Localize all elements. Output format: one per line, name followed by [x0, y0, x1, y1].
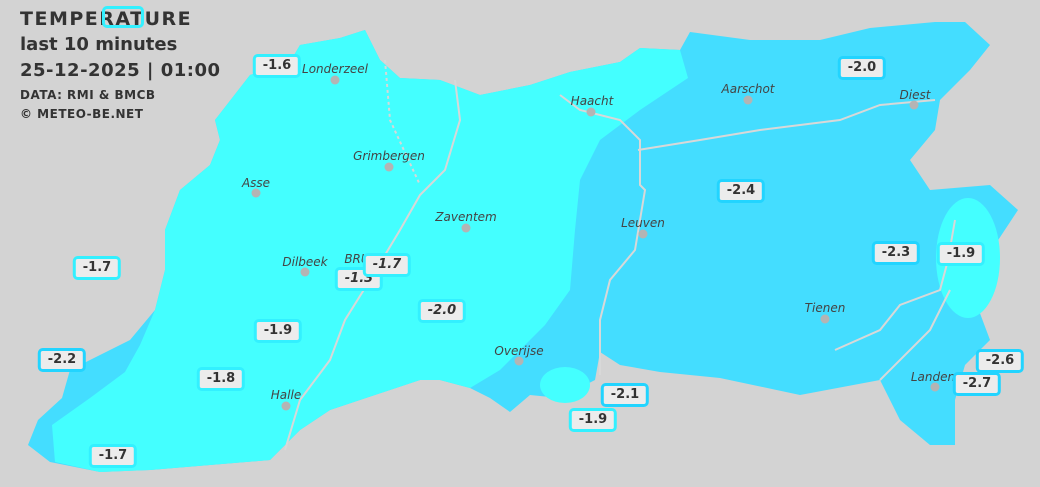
city-label: Tienen — [804, 301, 846, 315]
city-dot — [820, 314, 830, 324]
temperature-label: -1.9 — [253, 319, 303, 343]
region-warmer-patch-south — [540, 367, 590, 403]
city-dot — [281, 401, 291, 411]
city-dot — [251, 188, 261, 198]
temperature-label: -1.7 — [72, 256, 122, 280]
city-dot — [330, 75, 340, 85]
city-label: Aarschot — [721, 82, 775, 96]
city-dot — [743, 95, 753, 105]
temperature-label: -1.7 — [88, 444, 138, 468]
city-dot — [930, 382, 940, 392]
city-dot — [586, 107, 596, 117]
data-source: DATA: RMI & BMCB — [20, 88, 156, 102]
city-label: Haacht — [570, 94, 614, 108]
map-title: TEMPERATURE — [20, 8, 193, 30]
temperature-label: -2.2 — [37, 348, 87, 372]
temperature-label: -1.7 — [362, 253, 412, 277]
city-label: Londerzeel — [302, 62, 368, 76]
city-label: Asse — [241, 176, 271, 190]
city-label: Leuven — [621, 216, 665, 230]
city-dot — [384, 162, 394, 172]
city-label: Zaventem — [435, 210, 497, 224]
temperature-label: -2.3 — [871, 241, 921, 265]
temperature-label: -2.1 — [600, 383, 650, 407]
temperature-label: -1.9 — [568, 408, 618, 432]
city-label: Grimbergen — [353, 149, 425, 163]
temperature-label: -2.4 — [716, 179, 766, 203]
city-dot — [638, 229, 648, 239]
city-dot — [461, 223, 471, 233]
temperature-label: -1.9 — [936, 242, 986, 266]
temperature-label: -2.6 — [975, 349, 1025, 373]
city-label: Dilbeek — [282, 255, 328, 269]
copyright: © METEO-BE.NET — [20, 107, 144, 121]
city-label: Overijse — [494, 344, 544, 358]
city-label: Halle — [270, 388, 302, 402]
city-dot — [514, 356, 524, 366]
map-datetime: 25-12-2025 | 01:00 — [20, 60, 221, 81]
city-label: Landen — [910, 370, 956, 384]
map-period: last 10 minutes — [20, 34, 178, 55]
city-label: Diest — [899, 88, 931, 102]
region-warmer-zone — [52, 30, 688, 472]
city-dot — [909, 100, 919, 110]
temperature-label — [102, 6, 144, 28]
temperature-label: -1.6 — [252, 54, 302, 78]
temperature-label: -1.8 — [196, 367, 246, 391]
city-dot — [300, 267, 310, 277]
temperature-label: -2.0 — [837, 56, 887, 80]
temperature-label: -2.7 — [952, 372, 1002, 396]
temperature-label: -2.0 — [417, 299, 467, 323]
